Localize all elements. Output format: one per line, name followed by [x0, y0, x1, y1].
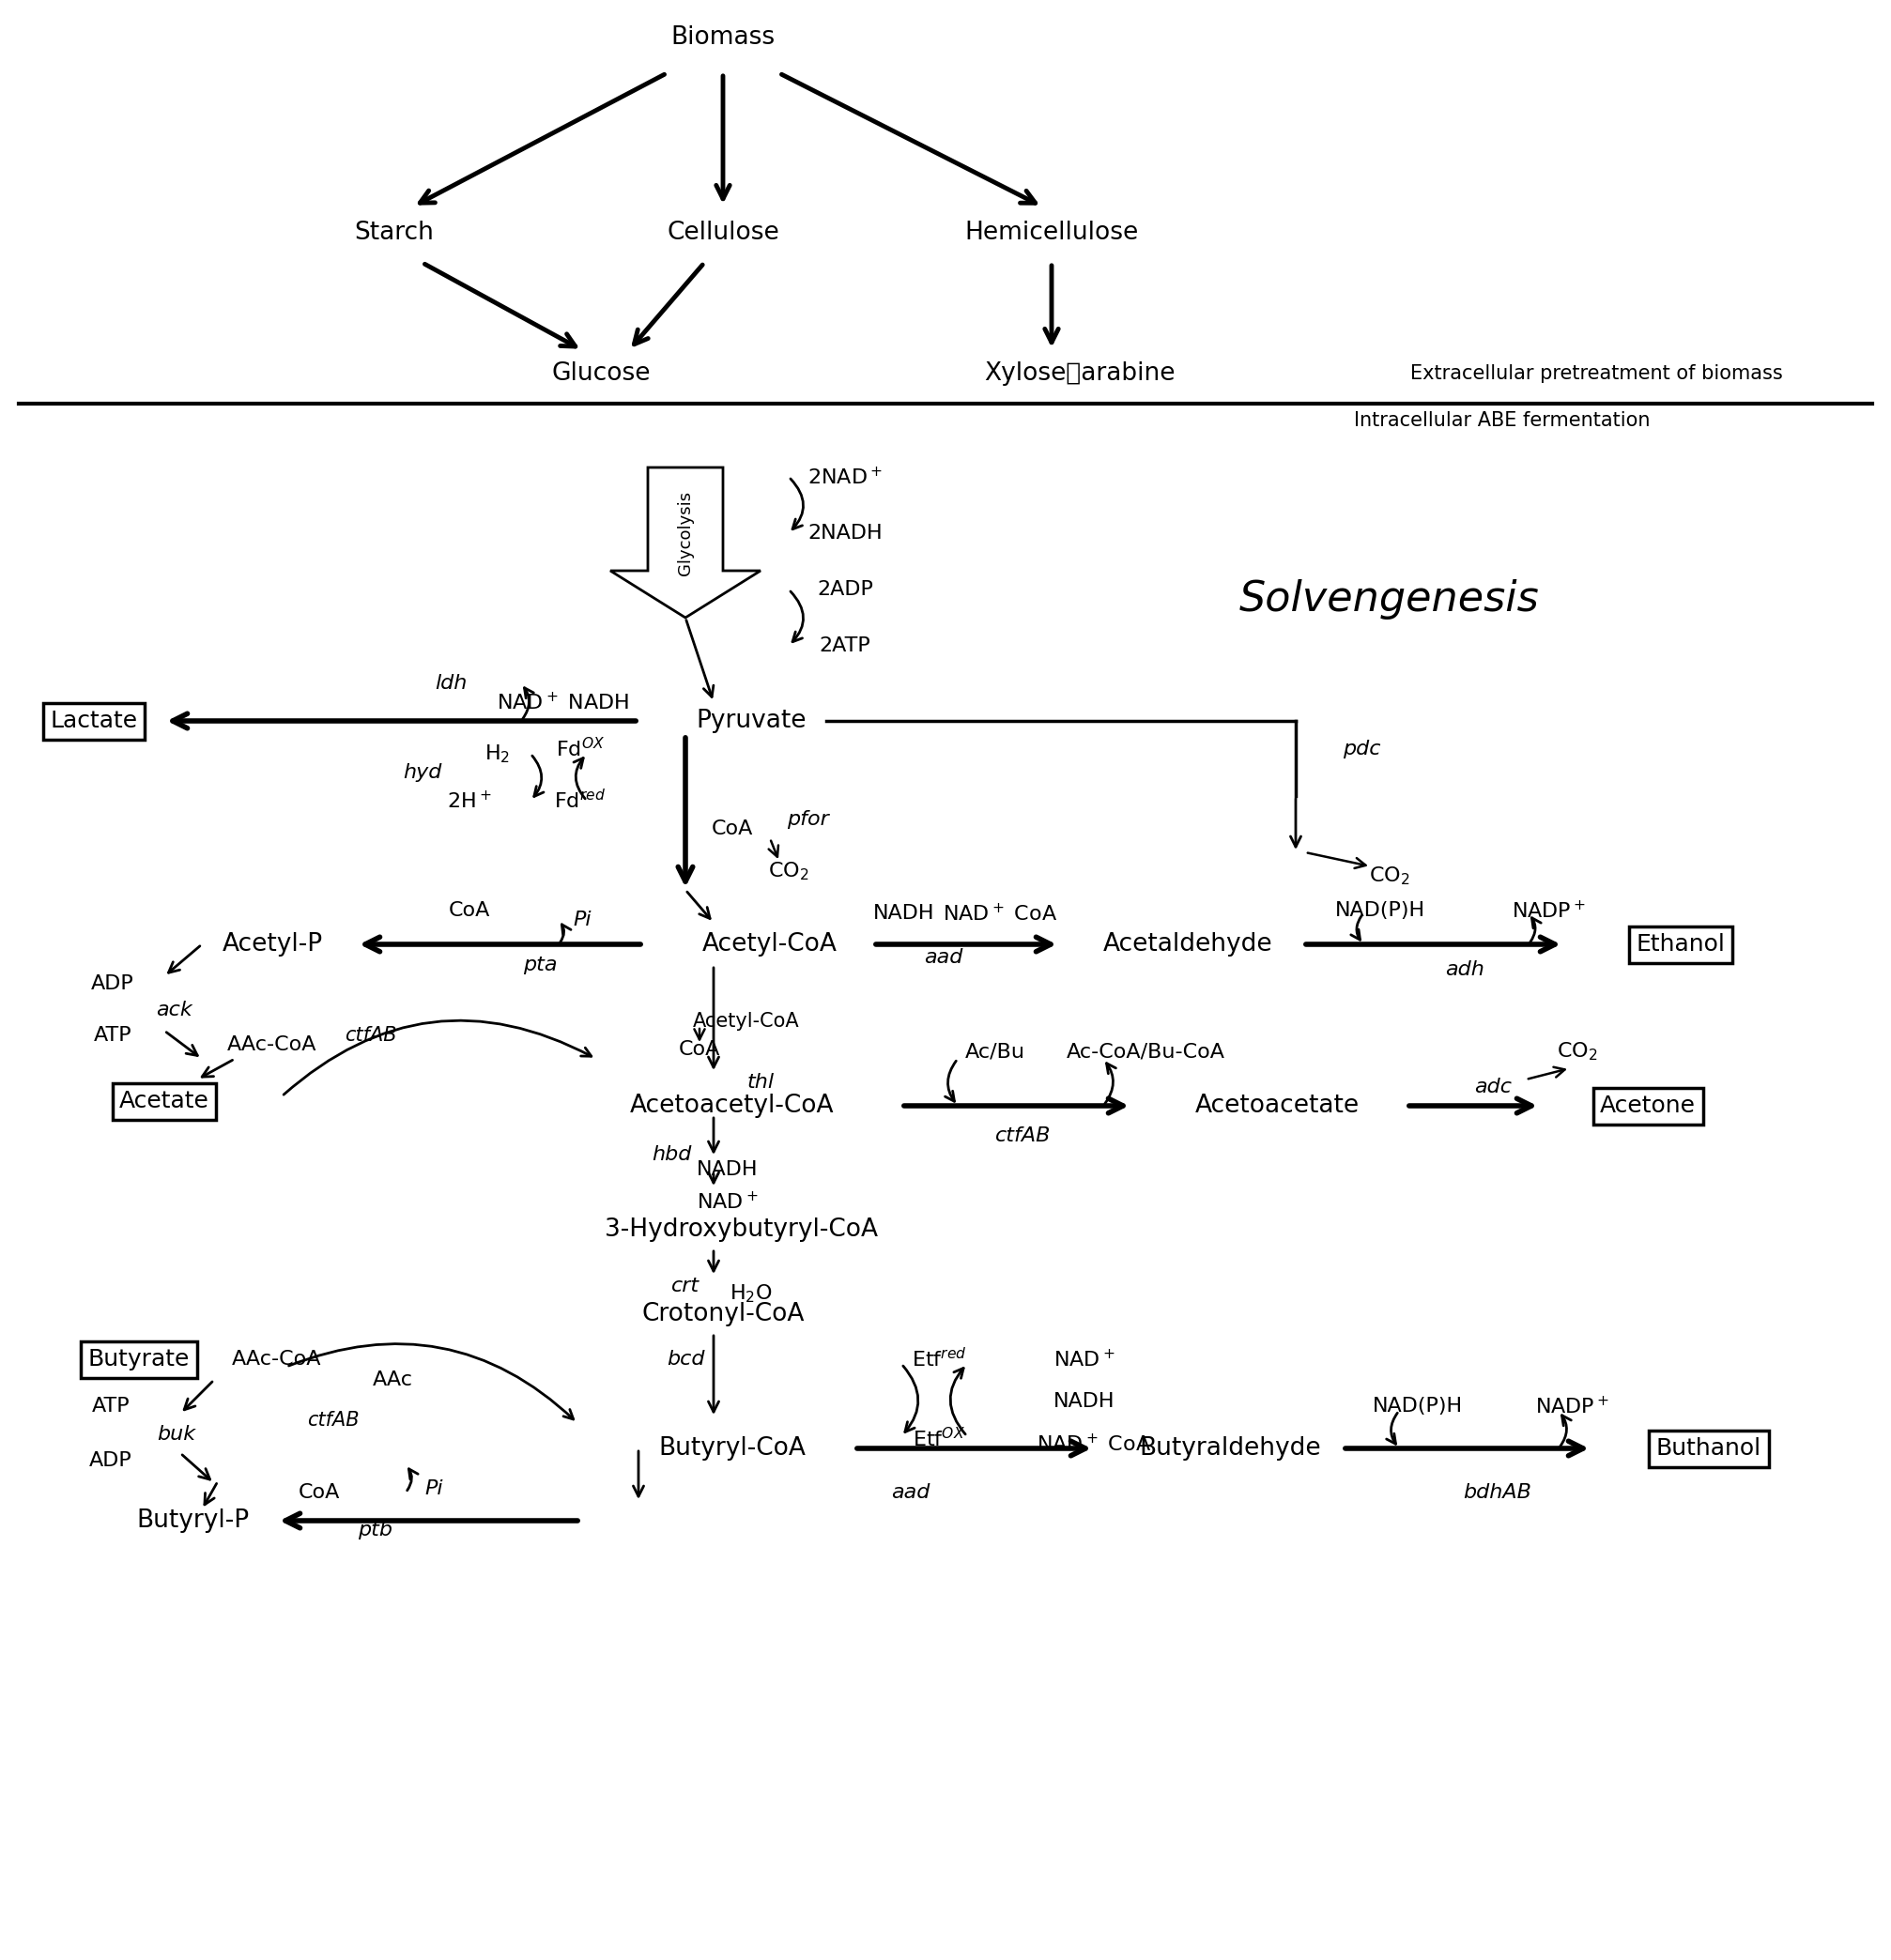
Text: aad: aad [925, 949, 963, 966]
Text: Hemicellulose: Hemicellulose [964, 221, 1138, 245]
Text: NAD$^+$: NAD$^+$ [698, 1190, 758, 1213]
Text: CO$_2$: CO$_2$ [1556, 1041, 1598, 1062]
Text: 2H$^+$: 2H$^+$ [446, 790, 492, 811]
Text: NADP$^+$: NADP$^+$ [1535, 1396, 1609, 1417]
Text: Pyruvate: Pyruvate [696, 710, 806, 733]
Text: NADH: NADH [1053, 1392, 1116, 1411]
Text: ATP: ATP [93, 1397, 130, 1415]
Text: Acetaldehyde: Acetaldehyde [1102, 933, 1273, 956]
Text: Fd$^{red}$: Fd$^{red}$ [554, 788, 607, 813]
Text: Acetyl-CoA: Acetyl-CoA [694, 1011, 800, 1031]
Text: Buthanol: Buthanol [1657, 1437, 1762, 1460]
Text: Lactate: Lactate [51, 710, 138, 733]
Text: Cellulose: Cellulose [668, 221, 779, 245]
Text: 2NADH: 2NADH [807, 523, 883, 543]
Text: hyd: hyd [403, 762, 442, 782]
Text: 2NAD$^+$: 2NAD$^+$ [807, 466, 883, 488]
Text: hbd: hbd [651, 1145, 692, 1164]
Text: Biomass: Biomass [671, 25, 775, 49]
Text: Acetyl-P: Acetyl-P [221, 933, 323, 956]
Text: Acetoacetate: Acetoacetate [1195, 1094, 1360, 1117]
Text: Etf$^{red}$: Etf$^{red}$ [911, 1347, 966, 1372]
Text: Fd$^{OX}$: Fd$^{OX}$ [556, 737, 605, 760]
Text: Ac/Bu: Ac/Bu [964, 1043, 1025, 1060]
Text: Butyryl-CoA: Butyryl-CoA [658, 1437, 806, 1460]
Text: Etf$^{OX}$: Etf$^{OX}$ [913, 1427, 964, 1450]
Text: pta: pta [522, 956, 558, 974]
Text: 3-Hydroxybutyryl-CoA: 3-Hydroxybutyryl-CoA [605, 1217, 877, 1243]
Text: AAc: AAc [373, 1370, 412, 1390]
Text: NAD$^+$ NADH: NAD$^+$ NADH [497, 692, 630, 713]
Text: NAD$^+$: NAD$^+$ [1053, 1348, 1116, 1370]
Text: ack: ack [155, 1002, 191, 1019]
Text: aad: aad [891, 1484, 930, 1501]
Text: Ethanol: Ethanol [1636, 933, 1725, 956]
Text: NADP$^+$: NADP$^+$ [1513, 900, 1587, 921]
Text: Ac-CoA/Bu-CoA: Ac-CoA/Bu-CoA [1067, 1043, 1225, 1060]
Text: NAD$^+$ CoA: NAD$^+$ CoA [1036, 1433, 1152, 1454]
Text: ADP: ADP [89, 1450, 132, 1470]
Text: adh: adh [1445, 960, 1484, 980]
Text: bcd: bcd [666, 1350, 705, 1368]
Text: 2ADP: 2ADP [817, 580, 874, 600]
Text: Acetate: Acetate [119, 1090, 210, 1113]
Text: pfor: pfor [787, 809, 828, 829]
Text: NAD(P)H: NAD(P)H [1335, 902, 1426, 919]
Text: Butyrate: Butyrate [89, 1348, 189, 1370]
Text: Xylose、arabine: Xylose、arabine [983, 361, 1176, 386]
Text: Butyryl-P: Butyryl-P [136, 1509, 250, 1533]
Text: ptb: ptb [357, 1521, 393, 1539]
Text: CoA: CoA [448, 902, 490, 919]
Text: Acetone: Acetone [1600, 1094, 1696, 1117]
Text: 2ATP: 2ATP [819, 637, 870, 655]
Text: Starch: Starch [354, 221, 435, 245]
Text: Pi: Pi [573, 911, 592, 929]
Text: CO$_2$: CO$_2$ [1369, 864, 1411, 886]
Text: adc: adc [1475, 1078, 1511, 1096]
Text: NAD(P)H: NAD(P)H [1373, 1397, 1464, 1415]
Text: CoA: CoA [679, 1041, 720, 1058]
Text: Crotonyl-CoA: Crotonyl-CoA [641, 1301, 804, 1327]
Polygon shape [611, 468, 760, 617]
Text: ctfAB: ctfAB [995, 1127, 1051, 1145]
Text: Acetoacetyl-CoA: Acetoacetyl-CoA [630, 1094, 834, 1117]
Text: bdhAB: bdhAB [1464, 1484, 1532, 1501]
Text: ADP: ADP [91, 974, 134, 994]
Text: CoA: CoA [299, 1484, 340, 1501]
Text: ldh: ldh [435, 674, 467, 692]
Text: Glycolysis: Glycolysis [677, 490, 694, 576]
Text: NADH: NADH [698, 1160, 758, 1180]
Text: ctfAB: ctfAB [344, 1025, 397, 1045]
Text: pdc: pdc [1343, 739, 1380, 759]
Text: Glucose: Glucose [552, 361, 651, 386]
Text: H$_2$: H$_2$ [484, 743, 511, 764]
Text: Acetyl-CoA: Acetyl-CoA [702, 933, 838, 956]
Text: Extracellular pretreatment of biomass: Extracellular pretreatment of biomass [1411, 365, 1783, 382]
Text: NADH: NADH [874, 904, 934, 923]
Text: ATP: ATP [93, 1025, 132, 1045]
Text: Solvengenesis: Solvengenesis [1239, 578, 1539, 619]
Text: Butyraldehyde: Butyraldehyde [1138, 1437, 1322, 1460]
Text: CoA: CoA [711, 819, 753, 839]
Text: H$_2$O: H$_2$O [730, 1282, 773, 1305]
Text: AAc-CoA: AAc-CoA [233, 1350, 321, 1368]
Text: thl: thl [747, 1072, 773, 1092]
Text: ctfAB: ctfAB [306, 1411, 359, 1429]
Text: AAc-CoA: AAc-CoA [227, 1035, 318, 1054]
Text: CO$_2$: CO$_2$ [768, 860, 809, 882]
Text: Intracellular ABE fermentation: Intracellular ABE fermentation [1354, 412, 1651, 429]
Text: Pi: Pi [425, 1480, 442, 1497]
Text: NAD$^+$ CoA: NAD$^+$ CoA [942, 902, 1057, 925]
Text: crt: crt [671, 1276, 700, 1296]
Text: buk: buk [157, 1425, 197, 1445]
